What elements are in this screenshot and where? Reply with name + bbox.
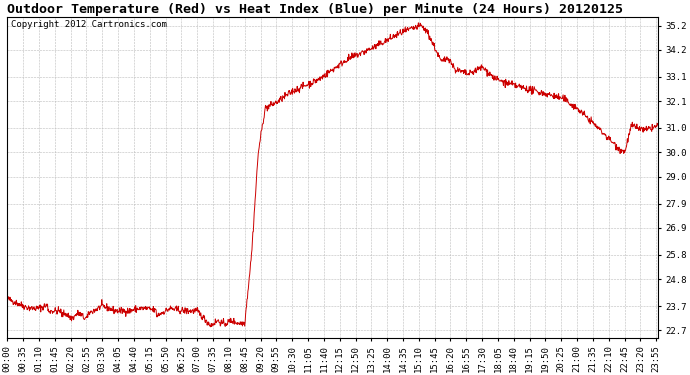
Text: Copyright 2012 Cartronics.com: Copyright 2012 Cartronics.com [10,20,166,29]
Text: Outdoor Temperature (Red) vs Heat Index (Blue) per Minute (24 Hours) 20120125: Outdoor Temperature (Red) vs Heat Index … [8,3,623,16]
